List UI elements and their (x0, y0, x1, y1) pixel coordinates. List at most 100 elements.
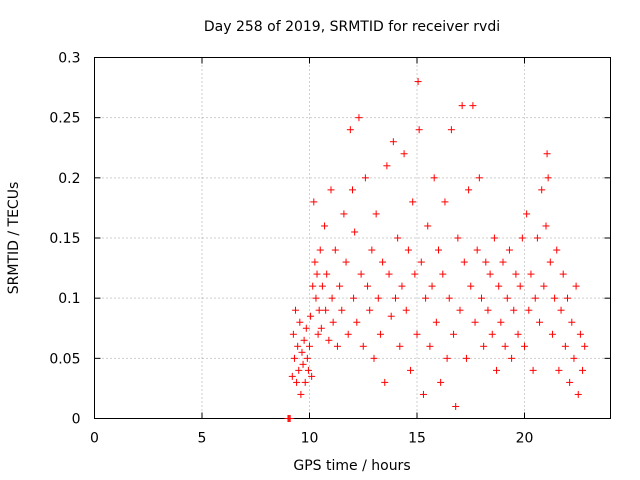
data-point (338, 306, 346, 314)
data-point (551, 294, 559, 302)
data-point (359, 342, 367, 350)
data-point (581, 342, 589, 350)
data-point (430, 174, 438, 182)
data-point (521, 342, 528, 350)
data-point (300, 336, 308, 344)
data-point (322, 306, 330, 314)
y-tick-label: 0.15 (49, 231, 80, 247)
data-point (564, 294, 571, 302)
data-point (329, 318, 337, 326)
data-point (505, 246, 513, 254)
data-point (333, 342, 341, 350)
data-point (404, 246, 412, 254)
data-point (407, 366, 415, 374)
data-point (435, 246, 442, 254)
y-tick-label: 0.3 (58, 51, 80, 67)
data-point (529, 366, 537, 374)
data-point (419, 390, 427, 398)
data-point (340, 210, 348, 218)
data-point (315, 306, 323, 314)
data-point (309, 282, 317, 290)
data-point (445, 294, 453, 302)
data-point (385, 270, 393, 278)
chart-title: Day 258 of 2019, SRMTID for receiver rvd… (204, 19, 500, 35)
data-point (321, 222, 329, 230)
data-point (469, 102, 477, 110)
data-point (460, 258, 468, 266)
data-point (544, 174, 552, 182)
data-point (301, 378, 309, 386)
grid (94, 57, 611, 419)
data-point (548, 330, 556, 338)
data-point (531, 294, 539, 302)
y-axis-label: SRMTID / TECUs (6, 182, 22, 295)
data-point (568, 318, 576, 326)
y-tick-label: 0.25 (49, 111, 80, 127)
data-point (318, 282, 326, 290)
data-point (488, 330, 496, 338)
data-point (312, 294, 320, 302)
data-point (574, 390, 582, 398)
data-point (396, 342, 404, 350)
data-point (490, 234, 498, 242)
data-point (499, 258, 507, 266)
data-point (462, 354, 470, 362)
data-point (290, 354, 298, 362)
data-point (381, 378, 389, 386)
data-point (327, 186, 335, 194)
data-point (555, 366, 563, 374)
data-point (501, 342, 509, 350)
data-point (325, 336, 333, 344)
data-point (293, 378, 301, 386)
data-point (559, 270, 567, 278)
data-point (294, 342, 302, 350)
data-point (538, 186, 546, 194)
data-point (426, 342, 434, 350)
data-point (346, 126, 354, 134)
data-point (454, 234, 462, 242)
x-tick-label: 5 (198, 431, 207, 447)
data-point (447, 126, 455, 134)
data-point (296, 318, 304, 326)
data-point (376, 330, 384, 338)
data-point (493, 366, 501, 374)
data-point (310, 198, 318, 206)
data-point (508, 354, 516, 362)
data-point (439, 270, 447, 278)
data-point (299, 360, 307, 368)
data-point (411, 270, 419, 278)
data-point (374, 294, 382, 302)
data-point (379, 258, 387, 266)
data-point (389, 138, 397, 146)
data-point (557, 306, 565, 314)
data-point (570, 354, 578, 362)
data-point (458, 102, 466, 110)
data-point (486, 270, 494, 278)
data-point (576, 330, 584, 338)
data-point (467, 282, 475, 290)
data-point (306, 342, 313, 350)
data-point (344, 330, 352, 338)
data-point (471, 318, 479, 326)
data-point (350, 294, 358, 302)
data-point (355, 114, 363, 122)
y-tick-label: 0.1 (58, 291, 80, 307)
data-point (484, 306, 492, 314)
x-tick-label: 0 (90, 431, 99, 447)
y-tick-label: 0.2 (58, 171, 80, 187)
data-point (302, 324, 310, 332)
data-point (424, 222, 432, 230)
data-point (473, 246, 481, 254)
data-point (357, 270, 365, 278)
y-tick-label: 0.05 (49, 351, 80, 367)
data-point (383, 162, 391, 170)
data-point (304, 366, 312, 374)
data-point (366, 306, 374, 314)
data-point (533, 234, 541, 242)
data-point (482, 258, 490, 266)
data-point (370, 354, 378, 362)
data-point (323, 270, 331, 278)
data-point (417, 258, 425, 266)
data-point (398, 282, 406, 290)
